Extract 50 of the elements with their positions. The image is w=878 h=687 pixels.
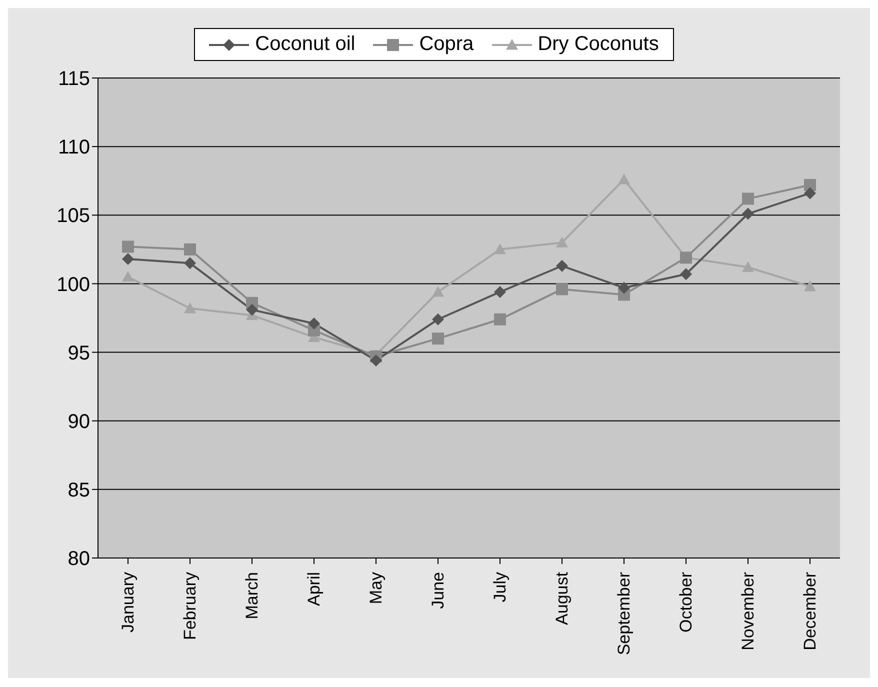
point	[742, 192, 754, 205]
point	[742, 208, 754, 220]
y-tick-label: 80	[68, 548, 90, 570]
point	[432, 286, 444, 297]
x-tick-label: June	[428, 572, 448, 609]
point	[742, 261, 754, 272]
x-tick-label: February	[180, 572, 200, 640]
point	[556, 236, 568, 248]
point	[432, 332, 444, 345]
x-tick-label: August	[552, 572, 572, 625]
point	[246, 304, 258, 316]
point	[184, 302, 196, 314]
y-tick-label: 115	[58, 68, 90, 90]
x-tick-label: October	[676, 572, 696, 632]
point	[184, 243, 196, 256]
point	[184, 257, 196, 270]
y-tick-label: 85	[68, 480, 90, 502]
point	[804, 187, 816, 200]
x-tick-label: March	[242, 572, 262, 620]
point	[680, 268, 692, 280]
y-tick-label: 95	[68, 342, 90, 364]
point	[804, 280, 816, 292]
point	[618, 173, 630, 184]
point	[122, 270, 134, 282]
x-tick-label: September	[614, 572, 634, 656]
point	[494, 286, 506, 298]
x-tick-label: July	[490, 572, 510, 602]
y-tick-label: 105	[56, 205, 90, 228]
legend-label: Coconut oil	[254, 33, 356, 56]
point	[370, 354, 382, 367]
x-tick-label: May	[366, 572, 386, 604]
point	[556, 283, 568, 296]
y-tick-label: 100	[56, 274, 90, 296]
y-tick-label: 90	[68, 410, 90, 433]
x-tick-label: December	[800, 572, 820, 650]
x-tick-label: April	[304, 572, 324, 606]
point	[618, 282, 630, 294]
point	[122, 240, 134, 253]
point	[494, 313, 506, 326]
point	[556, 260, 568, 272]
point	[494, 243, 506, 254]
x-tick-label: January	[118, 572, 138, 632]
legend-label: Dry Coconuts	[536, 33, 659, 56]
point	[122, 253, 134, 266]
point	[432, 313, 444, 326]
y-tick-label: 110	[58, 136, 90, 159]
legend-label: Copra	[418, 33, 474, 56]
x-tick-label: November	[738, 572, 758, 650]
point	[308, 317, 320, 330]
point	[804, 178, 816, 191]
